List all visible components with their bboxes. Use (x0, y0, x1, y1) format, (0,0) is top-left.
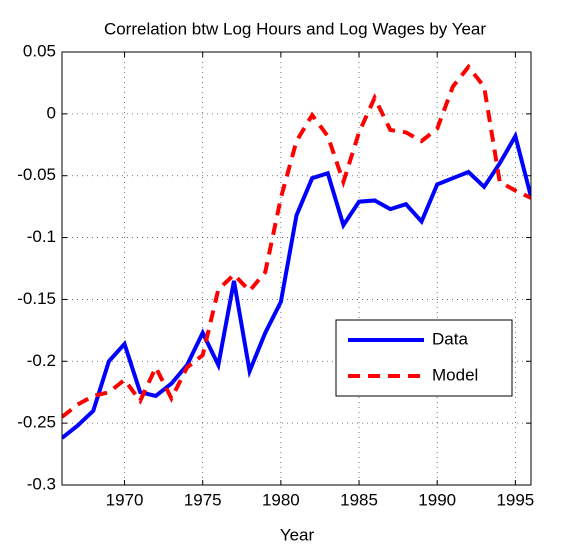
series-line (62, 130, 531, 440)
x-tick-label: 1985 (340, 490, 378, 509)
plot-frame (61, 51, 532, 486)
legend-label: Data (432, 329, 468, 348)
y-tick-label: -0.2 (27, 351, 56, 370)
legend-box (335, 319, 513, 397)
y-tick-label: -0.05 (17, 165, 56, 184)
y-tick-label: -0.1 (27, 227, 56, 246)
x-tick-label: 1995 (496, 490, 534, 509)
legend-label: Model (432, 365, 478, 384)
x-tick-label: 1990 (418, 490, 456, 509)
x-tick-label: 1980 (262, 490, 300, 509)
y-tick-label: 0.05 (23, 41, 56, 60)
x-axis-label: Year (280, 525, 315, 544)
y-tick-label: -0.25 (17, 413, 56, 432)
y-tick-label: -0.15 (17, 289, 56, 308)
x-tick-label: 1975 (184, 490, 222, 509)
chart-title: Correlation btw Log Hours and Log Wages … (104, 19, 486, 38)
y-tick-label: 0 (47, 103, 56, 122)
series-line (62, 63, 531, 419)
x-tick-label: 1970 (106, 490, 144, 509)
y-tick-label: -0.3 (27, 474, 56, 493)
